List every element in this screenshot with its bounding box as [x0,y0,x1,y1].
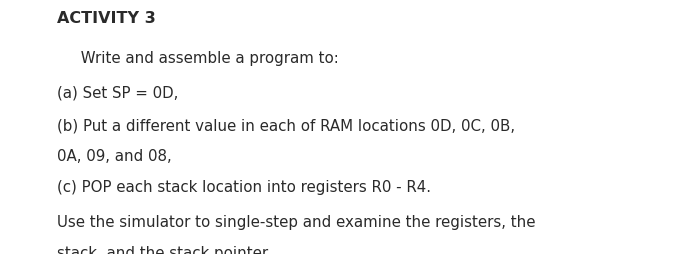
Text: 0A, 09, and 08,: 0A, 09, and 08, [57,149,172,164]
Text: (b) Put a different value in each of RAM locations 0D, 0C, 0B,: (b) Put a different value in each of RAM… [57,118,515,133]
Text: (c) POP each stack location into registers R0 - R4.: (c) POP each stack location into registe… [57,179,431,194]
Text: Write and assemble a program to:: Write and assemble a program to: [57,51,339,66]
Text: ACTIVITY 3: ACTIVITY 3 [57,11,156,26]
Text: stack, and the stack pointer.: stack, and the stack pointer. [57,245,272,254]
Text: (a) Set SP = 0D,: (a) Set SP = 0D, [57,85,178,100]
Text: Use the simulator to single-step and examine the registers, the: Use the simulator to single-step and exa… [57,215,536,230]
